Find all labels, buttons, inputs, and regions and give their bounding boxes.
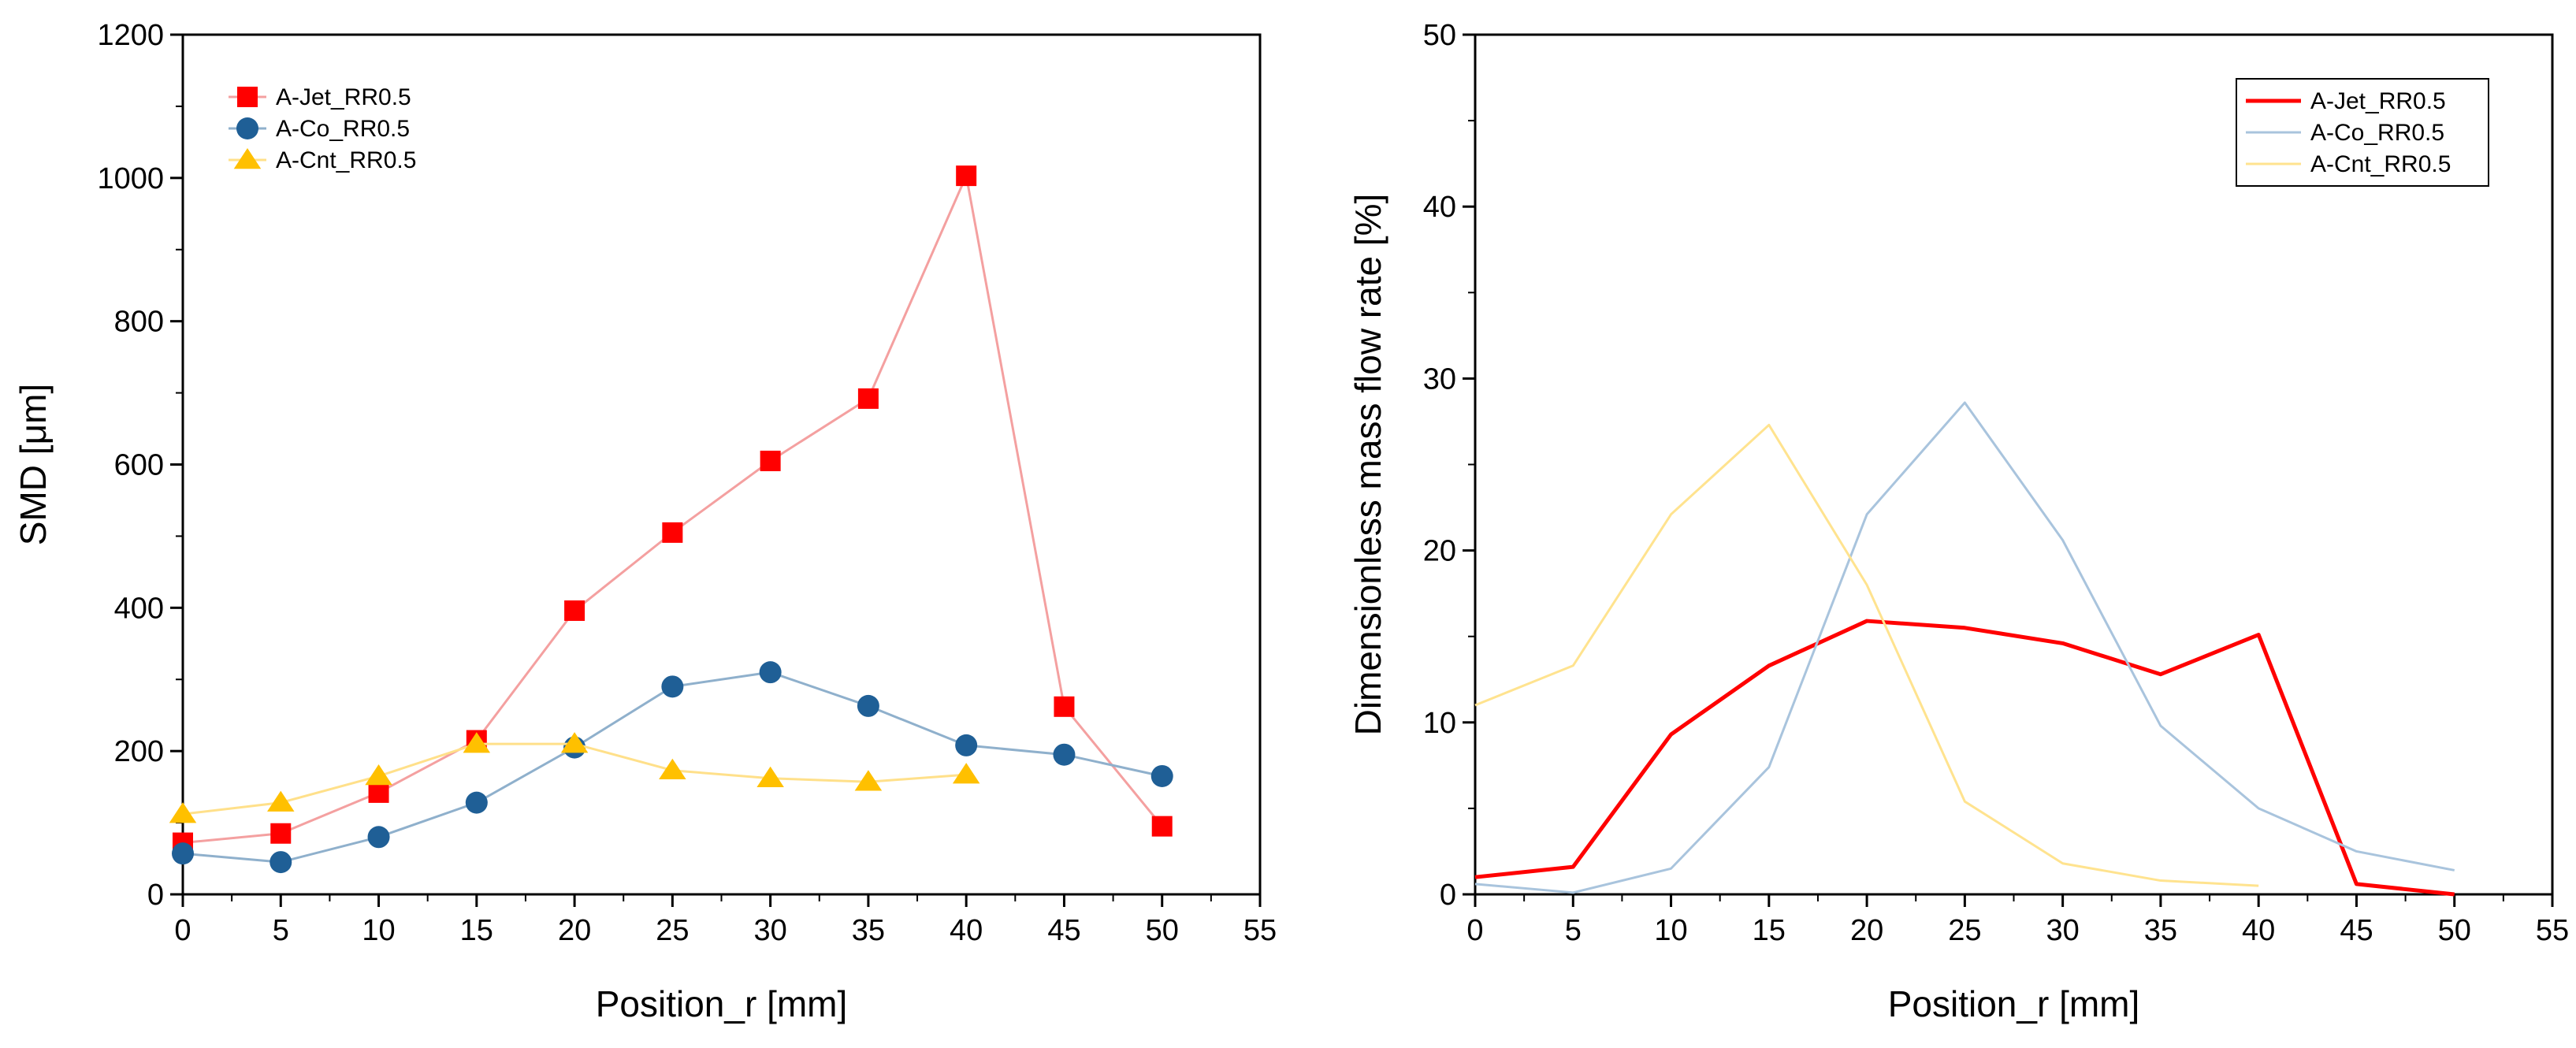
legend-label: A-Jet_RR0.5	[276, 84, 411, 110]
x-tick-label: 50	[1146, 914, 1179, 947]
x-tick-label: 40	[2242, 914, 2275, 947]
x-tick-label: 30	[753, 914, 786, 947]
y-tick-label: 40	[1423, 191, 1456, 224]
series-A-Co_RR0.5	[172, 661, 1173, 874]
x-axis-title: Position_r [mm]	[1888, 983, 2140, 1024]
x-tick-label: 35	[852, 914, 885, 947]
x-tick-label: 5	[273, 914, 289, 947]
data-point	[560, 732, 589, 753]
data-point	[955, 734, 978, 756]
data-point	[465, 791, 488, 814]
data-point	[367, 826, 390, 849]
legend: A-Jet_RR0.5 A-Co_RR0.5 A-Cnt_RR0.5	[229, 84, 416, 173]
legend-marker	[236, 117, 258, 139]
series-line	[1474, 401, 2455, 894]
x-tick-label: 55	[1243, 914, 1277, 947]
data-point	[564, 600, 585, 621]
y-tick-label: 400	[114, 592, 164, 625]
data-point	[169, 802, 197, 823]
x-tick-label: 15	[1753, 914, 1786, 947]
x-tick-label: 25	[656, 914, 689, 947]
legend-label: A-Cnt_RR0.5	[276, 147, 416, 173]
x-tick-label: 10	[1654, 914, 1687, 947]
data-point	[269, 851, 292, 874]
x-tick-label: 35	[2144, 914, 2177, 947]
data-point	[756, 766, 784, 787]
x-tick-label: 20	[1850, 914, 1883, 947]
data-point	[1053, 743, 1076, 766]
x-tick-label: 45	[1047, 914, 1080, 947]
data-point	[854, 770, 883, 791]
data-point	[662, 522, 683, 543]
data-point	[952, 763, 980, 784]
data-point	[759, 661, 782, 684]
y-tick-label: 800	[114, 306, 164, 339]
legend-label: A-Co_RR0.5	[276, 116, 410, 142]
smd-chart: 0 5 10 15 20 25 30 35 40 45 50 55 0 200 400 600 800 1000 1…	[13, 19, 1277, 1024]
y-tick-label: 600	[114, 449, 164, 482]
data-point	[760, 450, 781, 471]
legend: A-Jet_RR0.5 A-Co_RR0.5 A-Cnt_RR0.5	[2236, 78, 2489, 187]
legend-label: A-Co_RR0.5	[2310, 120, 2444, 146]
y-tick-label: 0	[1440, 879, 1456, 912]
data-point	[1151, 816, 1173, 837]
legend-marker	[233, 148, 262, 169]
data-point	[172, 842, 194, 865]
y-axis-title: Dimensionless mass flow rate [%]	[1347, 194, 1388, 736]
y-tick-label: 0	[147, 879, 164, 912]
data-point	[365, 764, 392, 786]
x-tick-label: 20	[558, 914, 591, 947]
series-A-Cnt_RR0.5	[169, 732, 980, 823]
legend-label: A-Cnt_RR0.5	[2310, 151, 2451, 177]
y-tick-label: 1200	[97, 19, 164, 52]
y-tick-label: 1000	[97, 162, 164, 195]
series-A-Cnt_RR0.5	[1474, 423, 2259, 887]
x-axis-title: Position_r [mm]	[596, 983, 848, 1024]
x-tick-label: 15	[460, 914, 493, 947]
data-point	[661, 675, 684, 698]
data-point	[659, 758, 686, 779]
x-tick-label: 0	[1466, 914, 1483, 947]
x-tick-label: 40	[950, 914, 983, 947]
series-A-Jet_RR0.5	[1474, 619, 2455, 897]
x-tick-label: 5	[1565, 914, 1582, 947]
data-point	[1150, 764, 1173, 787]
data-point	[368, 782, 389, 803]
legend-marker	[237, 87, 258, 107]
y-tick-label: 30	[1423, 362, 1456, 396]
series-line	[1474, 423, 2259, 887]
data-point	[956, 165, 977, 187]
y-tick-label: 200	[114, 735, 164, 768]
x-tick-label: 0	[174, 914, 191, 947]
data-point	[270, 823, 292, 844]
legend-label: A-Jet_RR0.5	[2310, 88, 2446, 114]
series-A-Jet_RR0.5	[173, 165, 1173, 853]
x-tick-label: 25	[1948, 914, 1981, 947]
series-line	[182, 174, 1163, 845]
x-tick-label: 10	[362, 914, 395, 947]
x-tick-label: 30	[2046, 914, 2079, 947]
data-point	[857, 388, 879, 409]
y-axis-title: SMD [μm]	[13, 384, 54, 545]
data-point	[267, 790, 295, 812]
series-line	[1474, 619, 2455, 897]
y-tick-label: 50	[1423, 19, 1456, 52]
data-point	[1054, 696, 1075, 717]
mass-flow-chart: 0 5 10 15 20 25 30 35 40 45 50 55 0 10 20 30 40 50 Positio…	[1347, 19, 2569, 1024]
y-tick-label: 10	[1423, 707, 1456, 740]
data-point	[463, 732, 491, 753]
data-point	[857, 694, 879, 717]
x-tick-label: 55	[2536, 914, 2569, 947]
x-tick-label: 50	[2438, 914, 2471, 947]
y-tick-label: 20	[1423, 535, 1456, 568]
x-tick-label: 45	[2340, 914, 2373, 947]
series-A-Co_RR0.5	[1474, 401, 2455, 894]
